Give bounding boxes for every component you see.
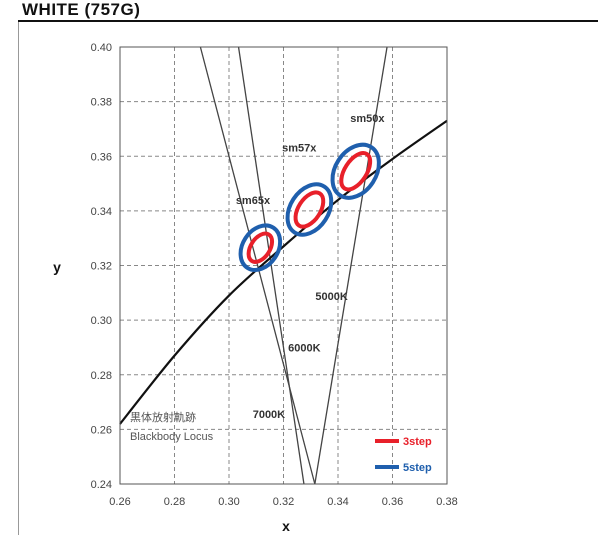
title-rule	[18, 20, 598, 22]
cct-line-7000K	[199, 46, 316, 485]
blackbody-locus-curve	[119, 119, 448, 425]
cct-line-5000K	[314, 46, 388, 485]
left-border	[18, 22, 19, 535]
ellipse-3step-sm65x	[246, 231, 275, 264]
x-tick-label: 0.34	[327, 496, 348, 508]
y-tick-label: 0.28	[91, 370, 112, 382]
x-tick-label: 0.38	[436, 496, 457, 508]
y-tick-labels: 0.24 0.26 0.28 0.30 0.32 0.34 0.36 0.38 0.40	[91, 42, 112, 491]
ellipse-5step-sm57x	[285, 182, 334, 237]
ellipse-3step-sm57x	[293, 190, 326, 229]
bin-ellipses	[238, 142, 381, 272]
x-tick-labels: 0.26 0.28 0.30 0.32 0.34 0.36 0.38	[109, 496, 457, 508]
cct-label-6000K: 6000K	[288, 342, 320, 354]
chart-title: WHITE (757G)	[22, 0, 141, 19]
y-tick-label: 0.34	[91, 206, 112, 218]
legend: 3step 5step	[375, 436, 432, 474]
blackbody-label-en: Blackbody Locus	[130, 431, 214, 443]
plot-frame	[119, 46, 448, 485]
y-tick-label: 0.38	[91, 97, 112, 109]
y-tick-label: 0.30	[91, 315, 112, 327]
y-tick-label: 0.40	[91, 42, 112, 54]
ellipse-5step-sm50x	[330, 142, 381, 200]
grid-lines	[120, 47, 447, 484]
y-tick-label: 0.36	[91, 151, 112, 163]
x-tick-label: 0.28	[164, 496, 185, 508]
x-tick-label: 0.36	[382, 496, 403, 508]
bin-label-sm57x: sm57x	[282, 143, 317, 155]
x-tick-label: 0.32	[273, 496, 294, 508]
blackbody-label-ja: 黒体放射軌跡	[130, 410, 196, 424]
ellipse-3step-sm50x	[339, 151, 373, 192]
bin-label-sm65x: sm65x	[236, 195, 271, 207]
cct-label-7000K: 7000K	[253, 409, 285, 421]
y-axis-label: y	[53, 259, 61, 275]
legend-label-5step: 5step	[403, 462, 432, 474]
cct-label-5000K: 5000K	[315, 291, 347, 303]
annotations: sm65x sm57x sm50x 7000K 6000K 5000K 黒体放射軌跡 Blac…	[130, 113, 385, 443]
blackbody-locus-group	[119, 119, 448, 425]
y-tick-label: 0.32	[91, 261, 112, 273]
ellipse-5step-sm65x	[238, 223, 283, 272]
legend-label-3step: 3step	[403, 436, 432, 448]
x-tick-label: 0.26	[109, 496, 130, 508]
x-tick-label: 0.30	[218, 496, 239, 508]
y-tick-label: 0.26	[91, 424, 112, 436]
cct-line-6000K	[237, 46, 305, 485]
cct-lines	[199, 46, 388, 485]
y-tick-label: 0.24	[91, 479, 112, 491]
plot-border	[119, 46, 448, 485]
bin-label-sm50x: sm50x	[350, 113, 385, 125]
x-axis-label: x	[282, 518, 290, 534]
